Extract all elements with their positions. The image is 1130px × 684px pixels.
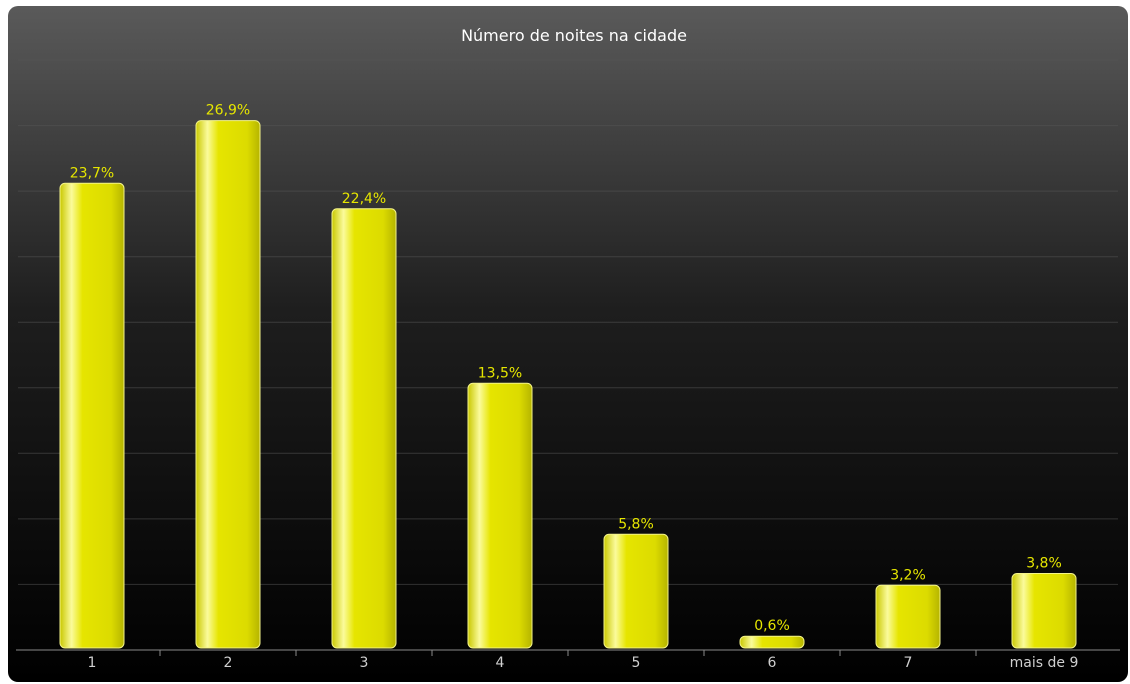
tick-label: 4 <box>496 655 505 671</box>
tick-label: 6 <box>768 655 777 671</box>
bar-3 <box>331 208 397 649</box>
chart-container: Número de noites na cidade 23,7% 26,9% 22,… <box>8 6 1128 682</box>
chart-background <box>8 6 1128 682</box>
value-label: 13,5% <box>478 365 522 381</box>
value-label: 0,6% <box>754 618 790 634</box>
tick-label: 2 <box>224 655 233 671</box>
bar-6 <box>739 635 805 649</box>
x-ticks <box>159 650 977 656</box>
bar-chart: Número de noites na cidade 23,7% 26,9% 22,… <box>8 6 1128 682</box>
tick-label: mais de 9 <box>1010 655 1079 671</box>
value-label: 5,8% <box>618 516 654 532</box>
x-tick-labels: 1 2 3 4 5 6 7 mais de 9 <box>88 655 1079 671</box>
bars <box>59 120 1077 649</box>
bar-5 <box>603 533 669 649</box>
value-label: 22,4% <box>342 191 386 207</box>
bar-2 <box>195 120 261 649</box>
bar-mais-de-9 <box>1011 573 1077 649</box>
bar-4 <box>467 382 533 649</box>
chart-title: Número de noites na cidade <box>461 26 687 45</box>
value-label: 3,2% <box>890 567 926 583</box>
bar-1 <box>59 182 125 649</box>
tick-label: 3 <box>360 655 369 671</box>
value-label: 3,8% <box>1026 556 1062 572</box>
tick-label: 1 <box>88 655 97 671</box>
value-label: 23,7% <box>70 165 114 181</box>
tick-label: 7 <box>904 655 913 671</box>
bar-7 <box>875 584 941 649</box>
tick-label: 5 <box>632 655 641 671</box>
value-label: 26,9% <box>206 103 250 119</box>
value-labels: 23,7% 26,9% 22,4% 13,5% 5,8% 0,6% 3,2% 3,8% <box>70 103 1062 635</box>
